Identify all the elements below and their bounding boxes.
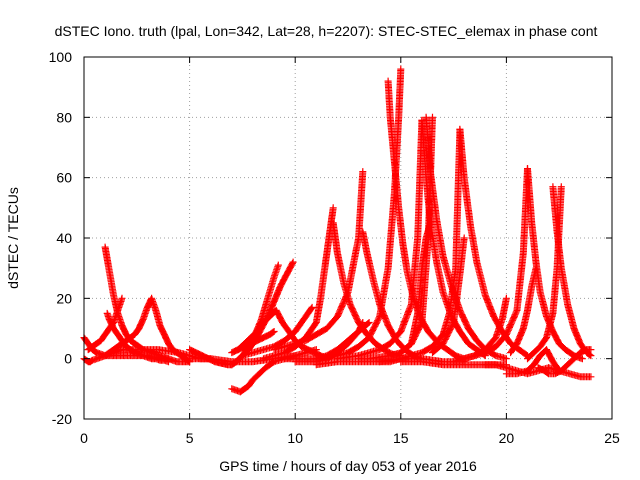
y-tick-label: 40 (56, 230, 72, 246)
y-tick-label: 20 (56, 290, 72, 306)
series-33 (507, 264, 540, 357)
data-marks (80, 65, 595, 396)
y-tick-label: 80 (56, 109, 72, 125)
series-13-points (238, 303, 316, 360)
series-38-points (545, 364, 595, 381)
y-tick-label: 0 (64, 351, 72, 367)
series-29-points (429, 234, 468, 357)
series-28-points (456, 125, 531, 360)
x-tick-label: 20 (499, 430, 515, 446)
x-tick-label: 10 (287, 430, 303, 446)
x-tick-label: 5 (186, 430, 194, 446)
x-tick-label: 0 (80, 430, 88, 446)
y-tick-label: 60 (56, 170, 72, 186)
y-axis-title: dSTEC / TECUs (5, 187, 21, 289)
series-22 (333, 116, 426, 363)
series-13 (238, 303, 316, 360)
axis-ticks: 0 5 10 15 20 25 -20 0 20 40 60 80 100 (49, 49, 620, 446)
series-41-points (312, 355, 468, 369)
series-26 (407, 219, 434, 348)
series-26-points (407, 219, 434, 348)
series-36-points (549, 183, 595, 360)
series-12 (234, 306, 331, 363)
y-tick-label: -20 (52, 411, 72, 427)
series-41 (312, 355, 468, 369)
series-12-points (234, 306, 331, 363)
series-29 (429, 234, 468, 357)
x-tick-label: 15 (393, 430, 409, 446)
series-28 (456, 125, 531, 360)
x-axis-title: GPS time / hours of day 053 of year 2016 (219, 458, 477, 474)
series-22-points (333, 116, 426, 363)
series-33-points (507, 264, 540, 357)
chart-title: dSTEC Iono. truth (lpal, Lon=342, Lat=28… (55, 23, 598, 39)
x-tick-label: 25 (604, 430, 620, 446)
series-38 (545, 364, 595, 381)
y-tick-label: 100 (49, 49, 73, 65)
series-36 (549, 183, 595, 360)
